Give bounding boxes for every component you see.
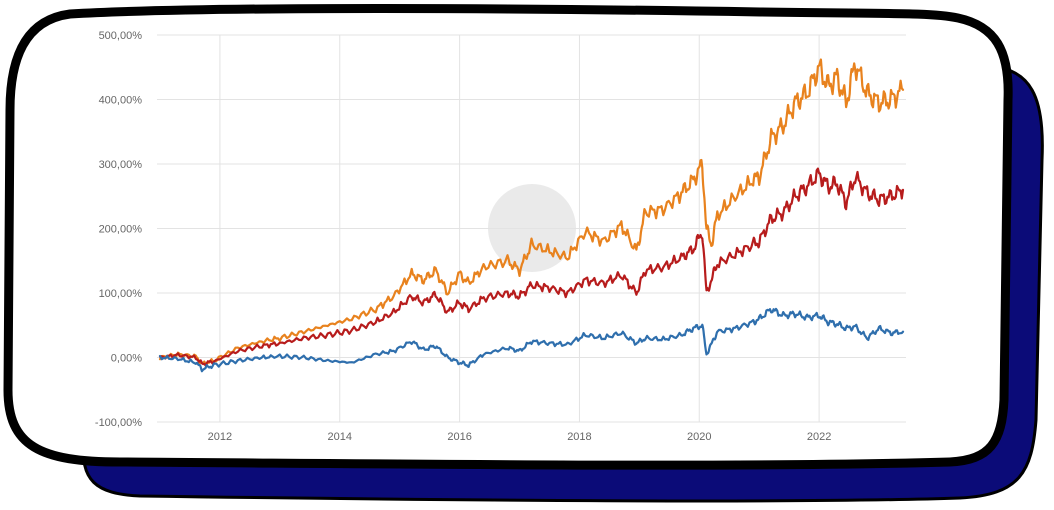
grid <box>157 34 906 423</box>
y-tick-label: -100,00% <box>95 417 142 429</box>
y-tick-label: 100,00% <box>99 288 143 300</box>
y-tick-label: 200,00% <box>99 224 143 236</box>
x-tick-label: 2016 <box>447 431 471 443</box>
y-axis: 500,00% 400,00% 300,00% 200,00% 100,00% 0,00%… <box>95 30 142 429</box>
x-tick-label: 2014 <box>328 431 352 443</box>
y-tick-label: 500,00% <box>99 30 143 42</box>
y-tick-label: 0,00% <box>111 353 142 365</box>
x-tick-label: 2012 <box>208 431 232 443</box>
x-axis: 2012 2014 2016 2018 2020 2022 <box>208 431 832 443</box>
series-line-1 <box>158 58 905 366</box>
x-tick-label: 2020 <box>687 431 711 443</box>
x-tick-label: 2022 <box>807 431 831 443</box>
series-line-2 <box>158 167 905 367</box>
series-line-3 <box>158 307 905 373</box>
y-tick-label: 400,00% <box>99 95 143 107</box>
y-tick-label: 300,00% <box>99 159 143 171</box>
x-tick-label: 2018 <box>567 431 591 443</box>
series-group <box>158 58 905 373</box>
